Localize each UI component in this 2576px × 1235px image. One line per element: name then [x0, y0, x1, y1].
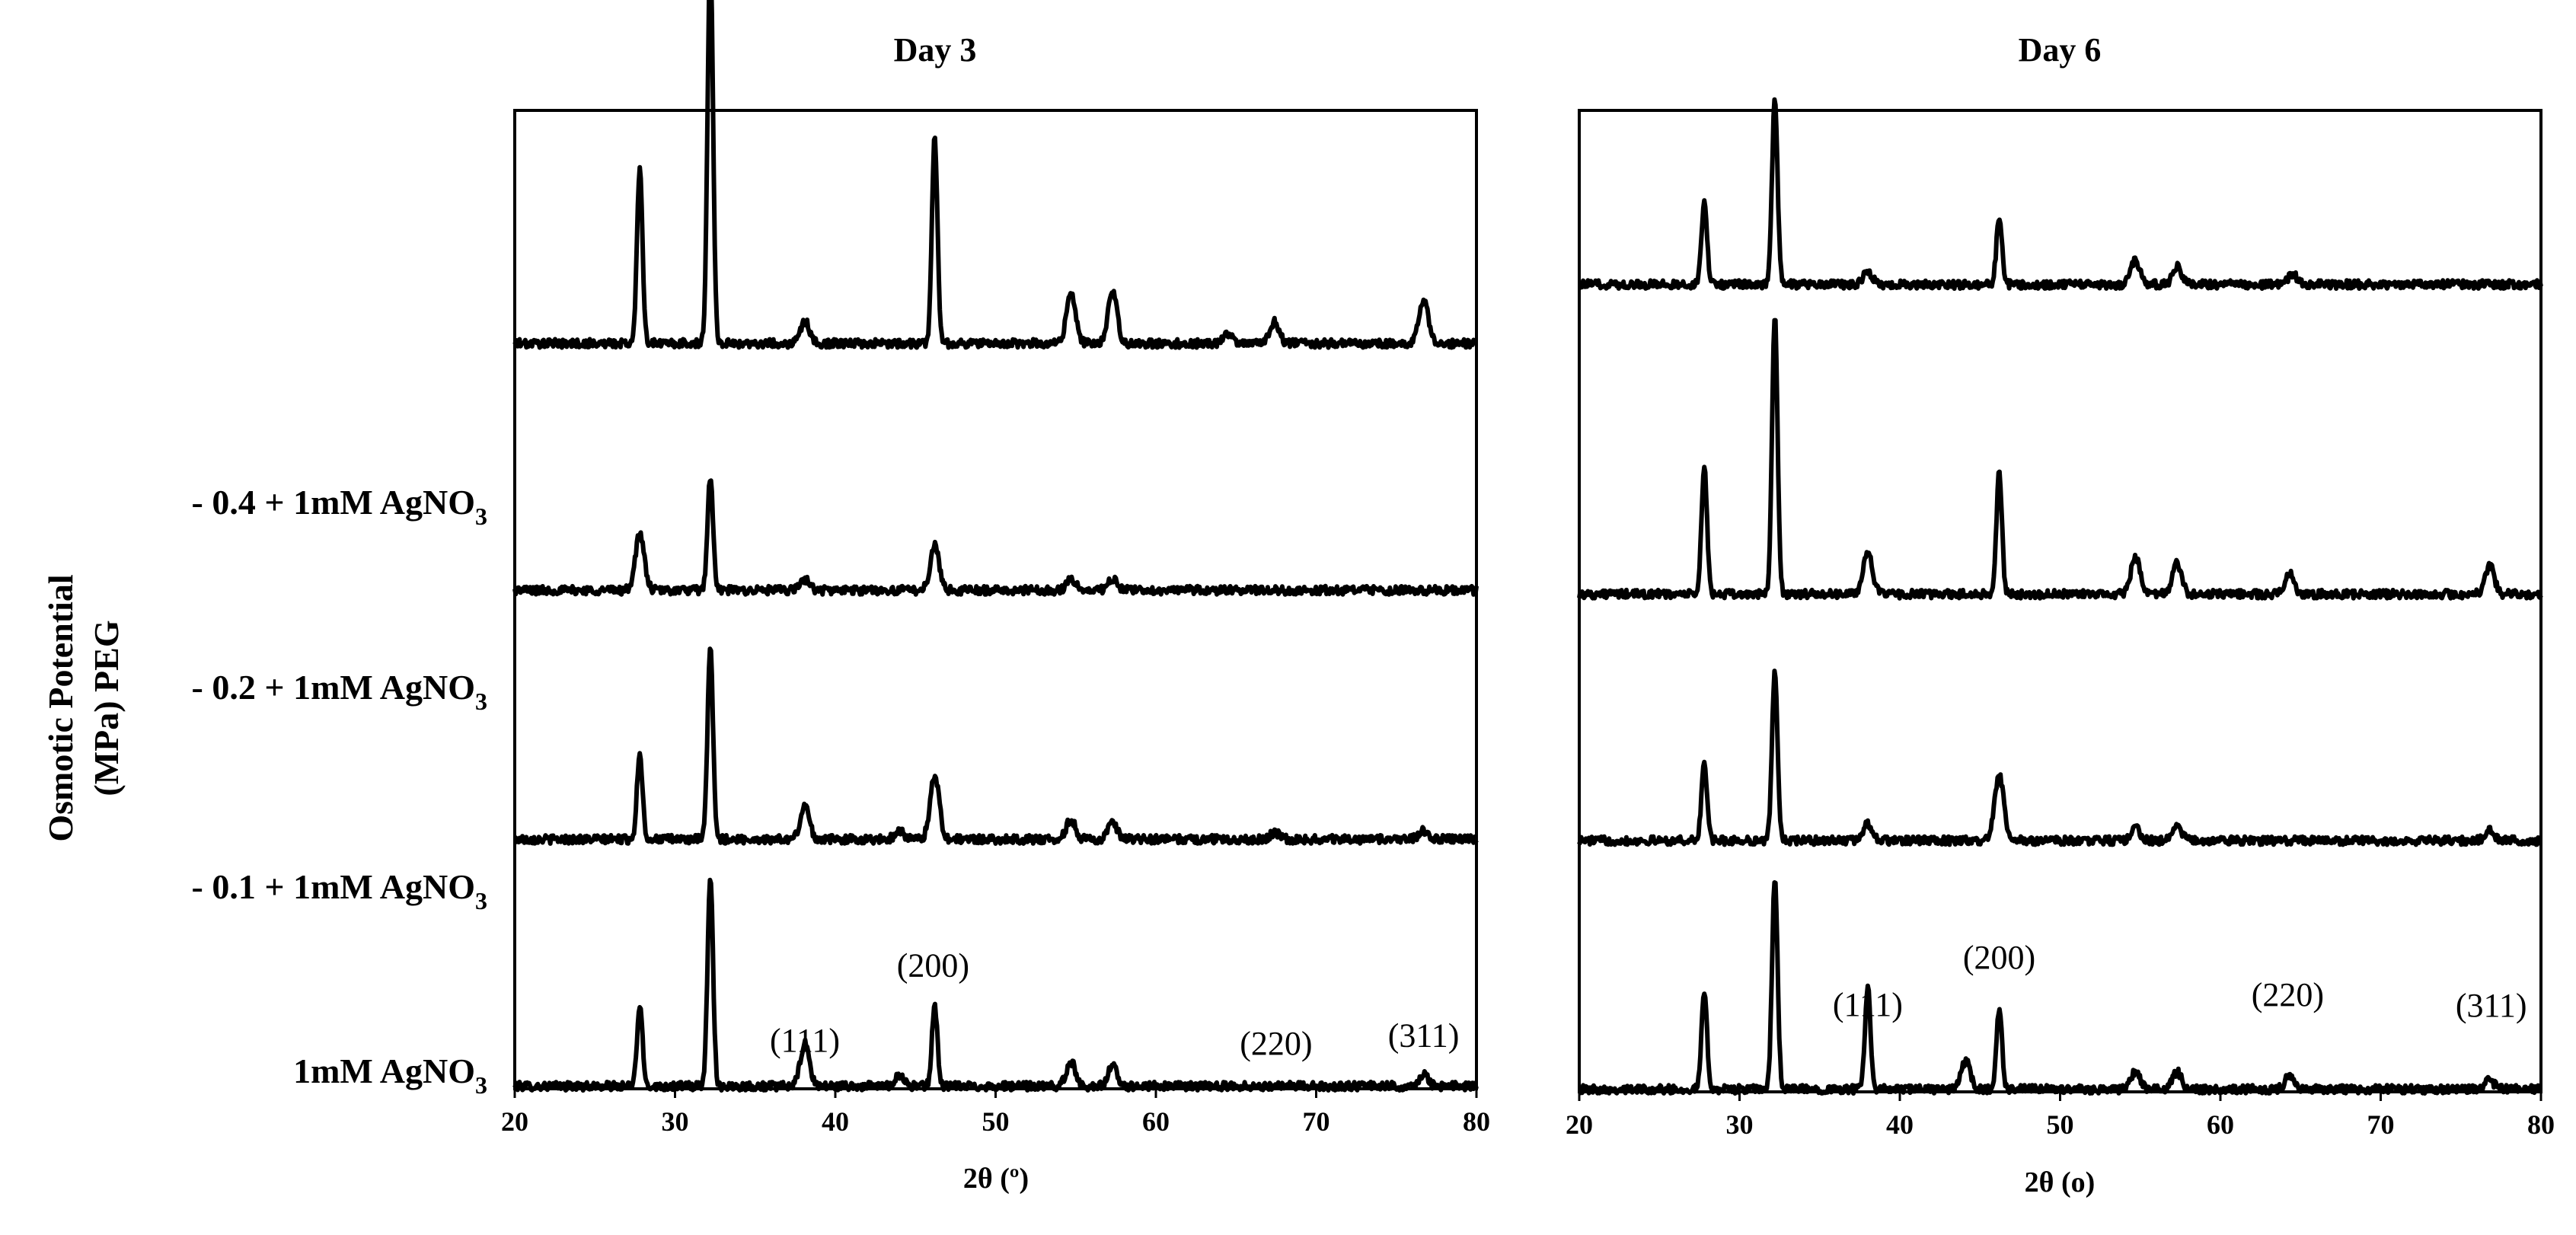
chart-title: Day 3 [894, 31, 977, 69]
panel-day-3: Day 3 20 30 40 50 60 70 80 2θ (º) (111) (200) (220)… [501, 0, 1490, 1195]
y-axis-label-line-1: Osmotic Potential [41, 574, 80, 841]
xrd-trace-row-1 [1578, 880, 2542, 1096]
x-tick-label: 70 [2367, 1109, 2395, 1140]
x-tick-label: 30 [662, 1106, 689, 1137]
x-tick-label: 80 [1463, 1106, 1490, 1137]
x-tick-label: 30 [1726, 1109, 1754, 1140]
peak-label: (111) [770, 1022, 840, 1059]
xrd-trace-row-4 [1578, 97, 2543, 291]
plot-frame [1578, 109, 2542, 1093]
row-label-text: - 0.4 + 1mM AgNO [192, 483, 475, 522]
peak-label: (311) [1388, 1017, 1460, 1055]
x-tick-label: 60 [2207, 1109, 2234, 1140]
y-axis-label-line-2: (MPa) PEG [87, 620, 126, 796]
row-label-subscript: 3 [475, 503, 487, 530]
xrd-trace-row-4 [512, 0, 1478, 350]
panel-day-6: Day 6 20 30 40 50 60 70 80 2θ (o) (111) (200) (220)… [1566, 31, 2555, 1198]
x-tick-label: 60 [1142, 1106, 1170, 1137]
row-label: 1mM AgNO3 [293, 1052, 487, 1099]
chart-title: Day 6 [2019, 31, 2102, 69]
x-tick-label: 50 [2047, 1109, 2074, 1140]
peak-label: (200) [1963, 939, 2035, 976]
x-axis-label: 2θ (o) [2025, 1166, 2096, 1198]
peak-label: (220) [1240, 1025, 1312, 1062]
x-tick-label: 50 [982, 1106, 1010, 1137]
peak-label: (111) [1833, 986, 1903, 1023]
xrd-trace-row-2 [1577, 669, 2543, 847]
peak-label: (311) [2456, 987, 2527, 1024]
x-tick-label: 70 [1303, 1106, 1330, 1137]
x-tick-label: 40 [822, 1106, 849, 1137]
x-tick-label: 20 [501, 1106, 528, 1137]
row-label-text: - 0.1 + 1mM AgNO [192, 867, 475, 906]
xrd-trace-row-2 [513, 646, 1479, 846]
x-axis-label: 2θ (º) [963, 1163, 1029, 1195]
xrd-trace-row-3 [512, 478, 1479, 597]
row-label-subscript: 3 [475, 887, 487, 914]
peak-label: (200) [897, 947, 969, 984]
x-tick-label: 40 [1886, 1109, 1914, 1140]
row-label-subscript: 3 [475, 1071, 487, 1099]
xrd-trace-row-1 [512, 877, 1479, 1093]
row-labels: 1mM AgNO3- 0.1 + 1mM AgNO3- 0.2 + 1mM Ag… [192, 483, 487, 1099]
plot-frame [513, 109, 1478, 1090]
x-tick-label: 20 [1566, 1109, 1593, 1140]
x-tick-label: 80 [2527, 1109, 2555, 1140]
row-label: - 0.1 + 1mM AgNO3 [192, 867, 487, 914]
row-label-text: 1mM AgNO [293, 1052, 475, 1090]
row-label-text: - 0.2 + 1mM AgNO [192, 668, 475, 707]
row-label: - 0.2 + 1mM AgNO3 [192, 668, 487, 715]
xrd-trace-row-3 [1577, 318, 2543, 601]
row-label: - 0.4 + 1mM AgNO3 [192, 483, 487, 530]
row-label-subscript: 3 [475, 688, 487, 715]
peak-label: (220) [2252, 976, 2324, 1013]
